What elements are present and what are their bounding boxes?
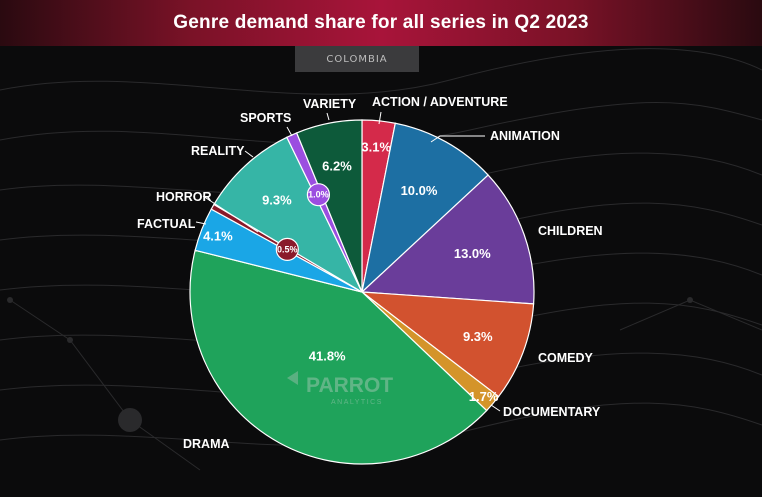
category-label: ANIMATION <box>490 129 560 143</box>
pie-slices <box>189 119 535 465</box>
value-label: 9.3% <box>262 193 292 208</box>
pie-slice-reality <box>213 136 364 294</box>
category-label: HORROR <box>156 190 212 204</box>
pie-slice-children <box>360 174 535 305</box>
category-label: ACTION / ADVENTURE <box>372 95 508 109</box>
leader-line <box>378 111 382 125</box>
value-label: 6.2% <box>322 158 352 173</box>
category-label: REALITY <box>191 144 245 158</box>
category-label: COMEDY <box>538 351 594 365</box>
leader-line <box>195 221 207 225</box>
category-labels: ACTION / ADVENTURE ANIMATION CHILDREN COMED… <box>137 95 603 451</box>
leader-line <box>286 126 293 137</box>
pie-slice-animation <box>361 122 489 294</box>
category-label: FACTUAL <box>137 217 196 231</box>
value-bubble <box>306 183 330 207</box>
value-label: 1.0% <box>308 190 329 200</box>
leader-line <box>430 135 485 143</box>
value-label: 4.1% <box>203 229 233 244</box>
category-label: SPORTS <box>240 111 291 125</box>
value-label: 41.8% <box>309 348 346 363</box>
parrot-logo-icon <box>287 371 298 385</box>
value-label: 10.0% <box>401 183 438 198</box>
pie-slice-variety <box>295 119 363 293</box>
leader-line <box>244 150 254 158</box>
leader-line <box>490 404 501 412</box>
watermark-tagline: ANALYTICS <box>331 399 383 406</box>
category-label: VARIETY <box>303 97 357 111</box>
value-label: 3.1% <box>361 140 391 155</box>
watermark-brand: PARROT <box>306 374 393 397</box>
subtitle-box: COLOMBIA <box>295 46 419 72</box>
value-label: 0.5% <box>277 244 298 254</box>
value-bubble <box>275 237 299 261</box>
category-label: DRAMA <box>183 437 230 451</box>
value-label: 9.3% <box>463 329 493 344</box>
pie-slice-comedy <box>360 291 535 398</box>
chart-title: Genre demand share for all series in Q2 … <box>173 12 589 33</box>
pie-slice-drama <box>189 249 488 465</box>
chart-subtitle: COLOMBIA <box>326 53 388 65</box>
value-label: 1.7% <box>469 389 499 404</box>
value-label: 13.0% <box>454 246 491 261</box>
leader-line <box>202 195 259 233</box>
value-labels: 3.1% 10.0% 13.0% 9.3% 1.7% 41.8% 4.1% 0.5% 9.3% 1… <box>203 140 499 404</box>
watermark: PARROT ANALYTICS <box>287 371 393 406</box>
category-label: DOCUMENTARY <box>503 405 601 419</box>
leader-line <box>326 112 330 121</box>
leader-lines <box>195 111 501 412</box>
title-bar: Genre demand share for all series in Q2 … <box>0 0 762 46</box>
category-label: CHILDREN <box>538 224 603 238</box>
